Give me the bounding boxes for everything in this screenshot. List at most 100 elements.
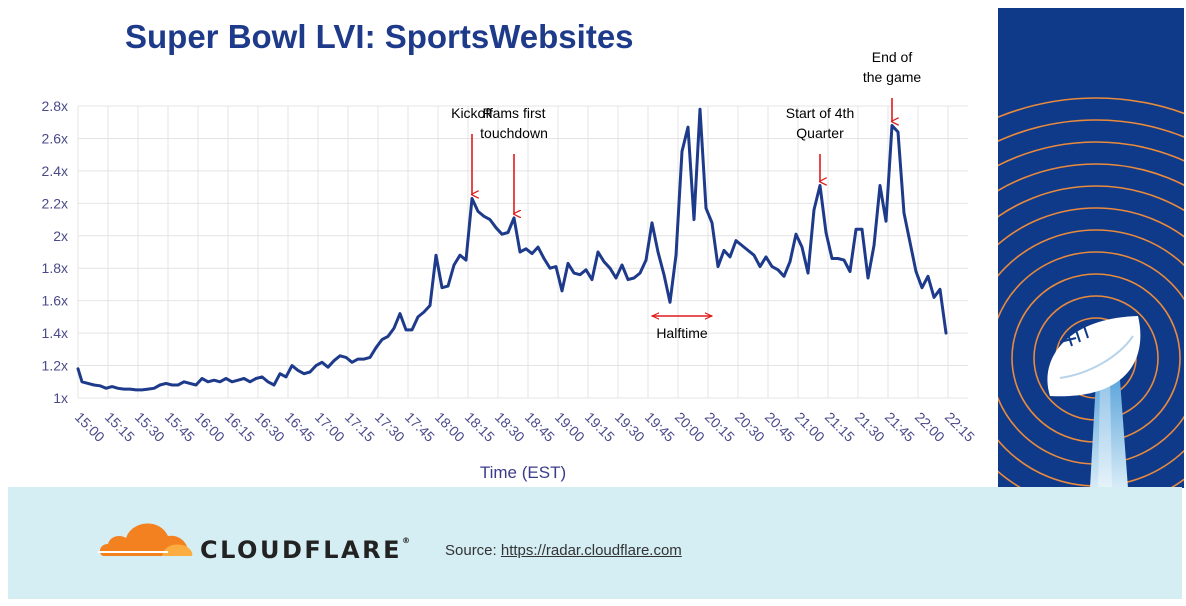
ring xyxy=(998,207,1184,488)
brand-wordmark: CLOUDFLARE xyxy=(200,536,402,564)
data-point xyxy=(134,388,138,392)
data-point xyxy=(278,372,282,375)
data-point xyxy=(476,210,480,213)
data-point xyxy=(920,286,924,289)
data-point xyxy=(212,379,216,382)
data-point xyxy=(710,221,714,224)
data-point xyxy=(302,372,306,375)
data-point xyxy=(362,357,366,361)
data-point xyxy=(416,315,420,319)
data-point xyxy=(554,265,558,268)
data-point xyxy=(572,271,576,275)
data-point xyxy=(428,304,432,307)
data-point xyxy=(656,250,660,254)
data-point xyxy=(518,250,522,254)
x-tick-label: 21:15 xyxy=(822,409,858,445)
x-tick-label: 21:30 xyxy=(852,409,888,445)
x-tick-label: 15:45 xyxy=(162,409,198,445)
data-point xyxy=(752,254,756,257)
data-point xyxy=(272,383,276,387)
data-point xyxy=(728,255,732,259)
x-tick-label: 22:00 xyxy=(912,409,948,445)
data-point xyxy=(194,383,198,387)
data-point xyxy=(716,265,720,268)
data-point xyxy=(218,380,222,383)
data-point xyxy=(206,380,210,383)
data-point xyxy=(242,377,246,380)
y-tick-label: 1.6x xyxy=(42,293,68,309)
data-point xyxy=(782,275,786,278)
data-point xyxy=(230,380,234,383)
data-point xyxy=(76,367,80,370)
data-point xyxy=(662,273,666,276)
ring xyxy=(998,97,1184,119)
data-point xyxy=(872,244,876,247)
ring xyxy=(998,185,1184,218)
x-tick-label: 18:15 xyxy=(462,409,498,445)
data-point xyxy=(806,271,810,275)
data-point xyxy=(80,380,84,383)
data-point xyxy=(512,216,516,220)
data-point xyxy=(506,231,510,234)
annotation-text: the game xyxy=(863,69,922,85)
data-point xyxy=(386,335,390,338)
data-point xyxy=(608,267,612,270)
ring xyxy=(998,163,1184,192)
data-point xyxy=(374,346,378,349)
data-point xyxy=(380,338,384,341)
data-point xyxy=(434,254,438,257)
data-point xyxy=(98,384,102,387)
data-point xyxy=(848,270,852,273)
data-point xyxy=(104,387,108,390)
data-point xyxy=(860,228,864,231)
data-point xyxy=(776,268,780,271)
data-point xyxy=(722,249,726,252)
data-point xyxy=(800,245,804,249)
data-point xyxy=(356,357,360,361)
annotation-text: End of xyxy=(872,49,913,65)
data-point xyxy=(734,239,738,242)
data-point xyxy=(566,262,570,265)
data-point xyxy=(182,380,186,383)
data-point xyxy=(320,361,324,364)
y-tick-label: 2x xyxy=(53,228,68,244)
data-point xyxy=(674,254,678,257)
data-point xyxy=(422,310,426,314)
annotation-text: Start of 4th xyxy=(786,105,854,121)
ring xyxy=(998,141,1184,167)
data-point xyxy=(410,328,414,332)
data-point xyxy=(698,108,702,111)
y-tick-label: 2.4x xyxy=(42,163,68,179)
data-point xyxy=(470,197,474,200)
data-point xyxy=(326,366,330,369)
source-line: Source: https://radar.cloudflare.com xyxy=(445,542,682,559)
data-point xyxy=(158,383,162,387)
x-tick-label: 16:30 xyxy=(252,409,288,445)
chart-plot: 1x 1.2x 1.4x 1.6x 1.8x 2x 2.2x 2.4x 2.6x 2.8x 15:… xyxy=(42,49,979,482)
data-point xyxy=(176,383,180,387)
x-tick-label: 16:45 xyxy=(282,409,318,445)
data-point xyxy=(236,379,240,382)
data-point xyxy=(614,276,618,280)
data-point xyxy=(458,254,462,257)
data-point xyxy=(440,286,444,289)
data-point xyxy=(896,130,900,134)
data-point xyxy=(890,124,894,127)
data-point xyxy=(368,356,372,359)
x-tick-label: 20:00 xyxy=(672,409,708,445)
data-point xyxy=(224,377,228,380)
data-point xyxy=(626,278,630,281)
x-tick-label: 22:15 xyxy=(942,409,978,445)
y-tick-label: 1x xyxy=(53,390,68,406)
annotation-text: touchdown xyxy=(480,125,548,141)
data-point xyxy=(548,267,552,270)
x-tick-label: 18:45 xyxy=(522,409,558,445)
data-point xyxy=(494,226,498,229)
y-tick-label: 1.4x xyxy=(42,325,68,341)
source-link[interactable]: https://radar.cloudflare.com xyxy=(500,542,682,559)
x-tick-label: 21:45 xyxy=(882,409,918,445)
data-point xyxy=(314,364,318,367)
data-point xyxy=(908,241,912,244)
y-tick-label: 1.8x xyxy=(42,260,68,276)
x-tick-label: 20:15 xyxy=(702,409,738,445)
